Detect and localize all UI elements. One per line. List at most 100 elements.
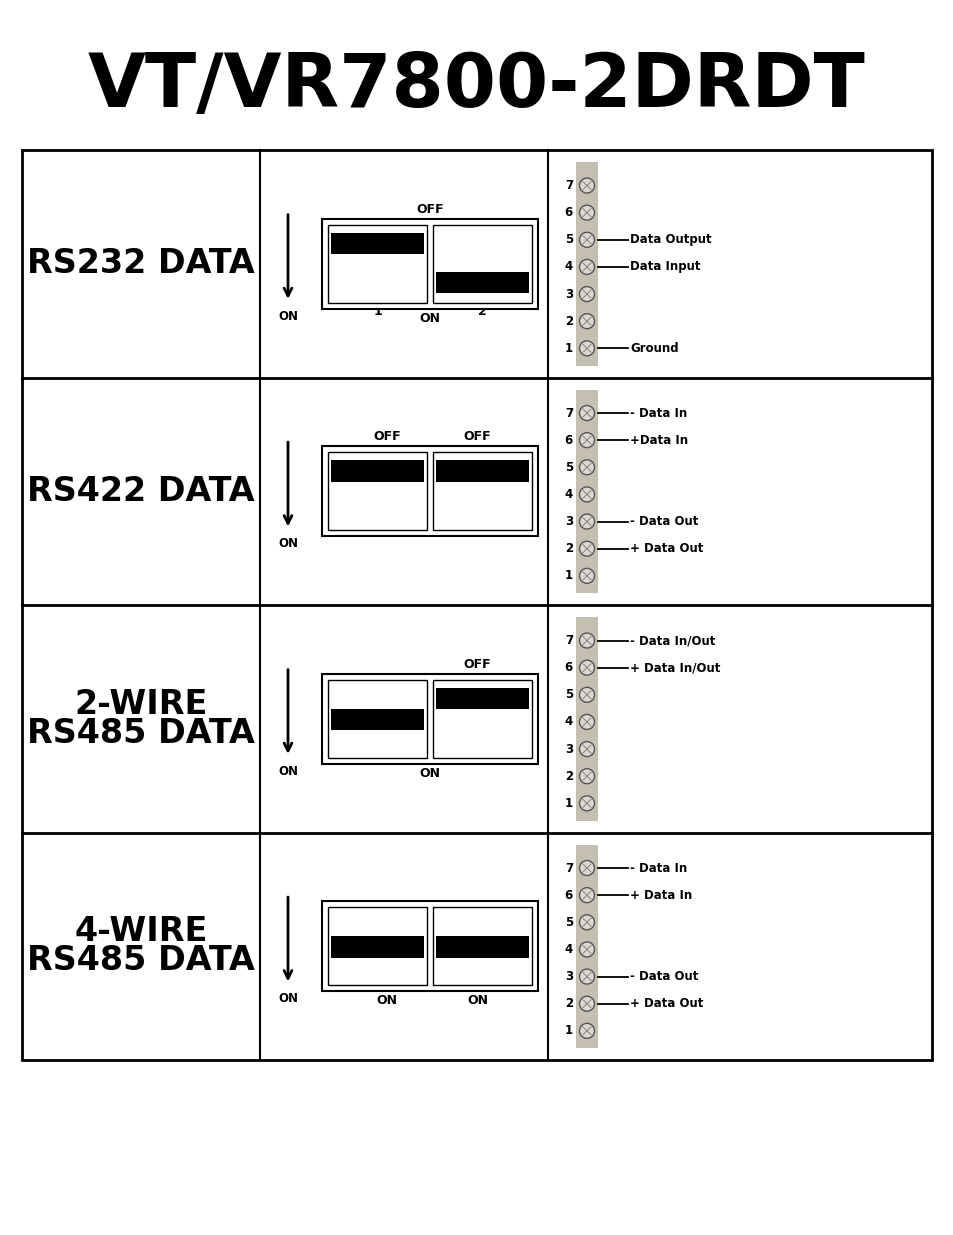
Circle shape [578,688,594,703]
Text: 4: 4 [564,261,573,273]
Bar [433,679,532,758]
Circle shape [578,714,594,730]
Text: ON: ON [277,537,297,551]
Circle shape [578,768,594,784]
Bar [433,908,532,986]
Text: 3: 3 [564,515,573,529]
Bar [22,149,931,1060]
Circle shape [578,314,594,329]
Circle shape [578,232,594,247]
Text: + Data Out: + Data Out [629,542,702,556]
Bar [328,679,427,758]
Circle shape [578,178,594,193]
Text: 6: 6 [564,433,573,447]
Text: ON: ON [467,994,488,1008]
Text: OFF: OFF [373,430,400,443]
Text: ON: ON [277,992,297,1005]
Text: 4: 4 [564,944,573,956]
Bar [328,908,427,986]
Text: 2: 2 [564,997,573,1010]
Text: - Data In: - Data In [629,406,686,420]
Circle shape [578,741,594,757]
Text: 6: 6 [564,661,573,674]
Bar [436,272,529,294]
Circle shape [578,1024,594,1039]
Text: 3: 3 [564,742,573,756]
Circle shape [578,915,594,930]
Text: - Data Out: - Data Out [629,969,698,983]
Text: RS422 DATA: RS422 DATA [27,474,254,508]
Circle shape [578,661,594,676]
Text: 5: 5 [564,461,573,474]
Bar [576,618,598,820]
Text: 5: 5 [564,233,573,246]
Bar [328,225,427,303]
Bar [322,446,537,536]
Circle shape [578,405,594,421]
Bar [331,232,423,254]
Circle shape [578,432,594,447]
Text: 2: 2 [477,305,486,317]
Text: ON: ON [419,767,440,779]
Text: ON: ON [375,994,396,1008]
Bar [433,225,532,303]
Text: 2: 2 [564,315,573,327]
Text: 7: 7 [564,634,573,647]
Text: ON: ON [419,311,440,325]
Text: 2-WIRE: 2-WIRE [74,688,208,721]
Text: 5: 5 [564,916,573,929]
Text: 4: 4 [564,715,573,729]
Text: - Data In: - Data In [629,862,686,874]
Bar [436,461,529,482]
Text: 1: 1 [564,797,573,810]
Circle shape [578,205,594,220]
Text: 3: 3 [564,969,573,983]
Bar [436,688,529,709]
Text: 7: 7 [564,406,573,420]
Text: RS485 DATA: RS485 DATA [27,716,254,750]
Text: 6: 6 [564,206,573,219]
Text: + Data In: + Data In [629,889,692,902]
Bar [331,709,423,730]
Text: 2: 2 [564,769,573,783]
Text: OFF: OFF [416,203,443,216]
Text: RS232 DATA: RS232 DATA [27,247,254,280]
Bar [322,902,537,992]
Bar [331,936,423,958]
Text: Data Output: Data Output [629,233,711,246]
Text: Ground: Ground [629,342,678,354]
Text: 3: 3 [564,288,573,300]
Text: 4-WIRE: 4-WIRE [74,915,208,948]
Circle shape [578,459,594,474]
Circle shape [578,861,594,876]
Text: 1: 1 [564,1024,573,1037]
Circle shape [578,514,594,529]
Bar [328,452,427,530]
Bar [576,845,598,1049]
Text: VT/VR7800-2DRDT: VT/VR7800-2DRDT [88,49,865,124]
Text: OFF: OFF [463,430,491,443]
Circle shape [578,541,594,556]
Text: RS485 DATA: RS485 DATA [27,945,254,977]
Text: 2: 2 [564,542,573,556]
Text: 1: 1 [564,569,573,583]
Text: ON: ON [277,764,297,778]
Circle shape [578,487,594,501]
Text: Data Input: Data Input [629,261,700,273]
Bar [322,219,537,309]
Text: 7: 7 [564,179,573,191]
Text: 7: 7 [564,862,573,874]
Circle shape [578,942,594,957]
Bar [433,452,532,530]
Circle shape [578,969,594,984]
Text: +Data In: +Data In [629,433,687,447]
Text: 4: 4 [564,488,573,501]
Circle shape [578,568,594,583]
Text: + Data In/Out: + Data In/Out [629,661,720,674]
Text: ON: ON [277,310,297,322]
Text: - Data In/Out: - Data In/Out [629,634,715,647]
Circle shape [578,634,594,648]
Bar [331,461,423,482]
Circle shape [578,341,594,356]
Text: 6: 6 [564,889,573,902]
